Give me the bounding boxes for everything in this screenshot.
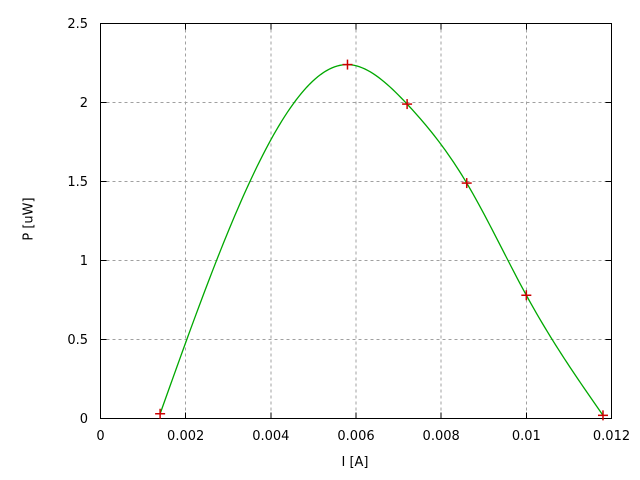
x-tick-label: 0.004 bbox=[252, 429, 289, 444]
x-axis-title: I [A] bbox=[341, 455, 369, 470]
x-tick-label: 0.006 bbox=[337, 429, 374, 444]
y-tick-label: 0.5 bbox=[67, 333, 88, 348]
data-curve bbox=[159, 63, 604, 416]
x-tick-label: 0.002 bbox=[167, 429, 204, 444]
y-tick-label: 1 bbox=[80, 254, 88, 269]
y-tick-label: 0 bbox=[80, 412, 88, 427]
x-tick-label: 0.01 bbox=[512, 429, 541, 444]
plot-border bbox=[100, 23, 612, 419]
y-tick-label: 1.5 bbox=[67, 175, 88, 190]
x-tick-label: 0 bbox=[96, 429, 104, 444]
y-axis-title: P [uW] bbox=[21, 197, 37, 241]
x-tick-label: 0.008 bbox=[423, 429, 460, 444]
x-tick-label: 0.012 bbox=[593, 429, 630, 444]
y-tick-label: 2 bbox=[80, 96, 88, 111]
y-tick-label: 2.5 bbox=[67, 17, 88, 32]
